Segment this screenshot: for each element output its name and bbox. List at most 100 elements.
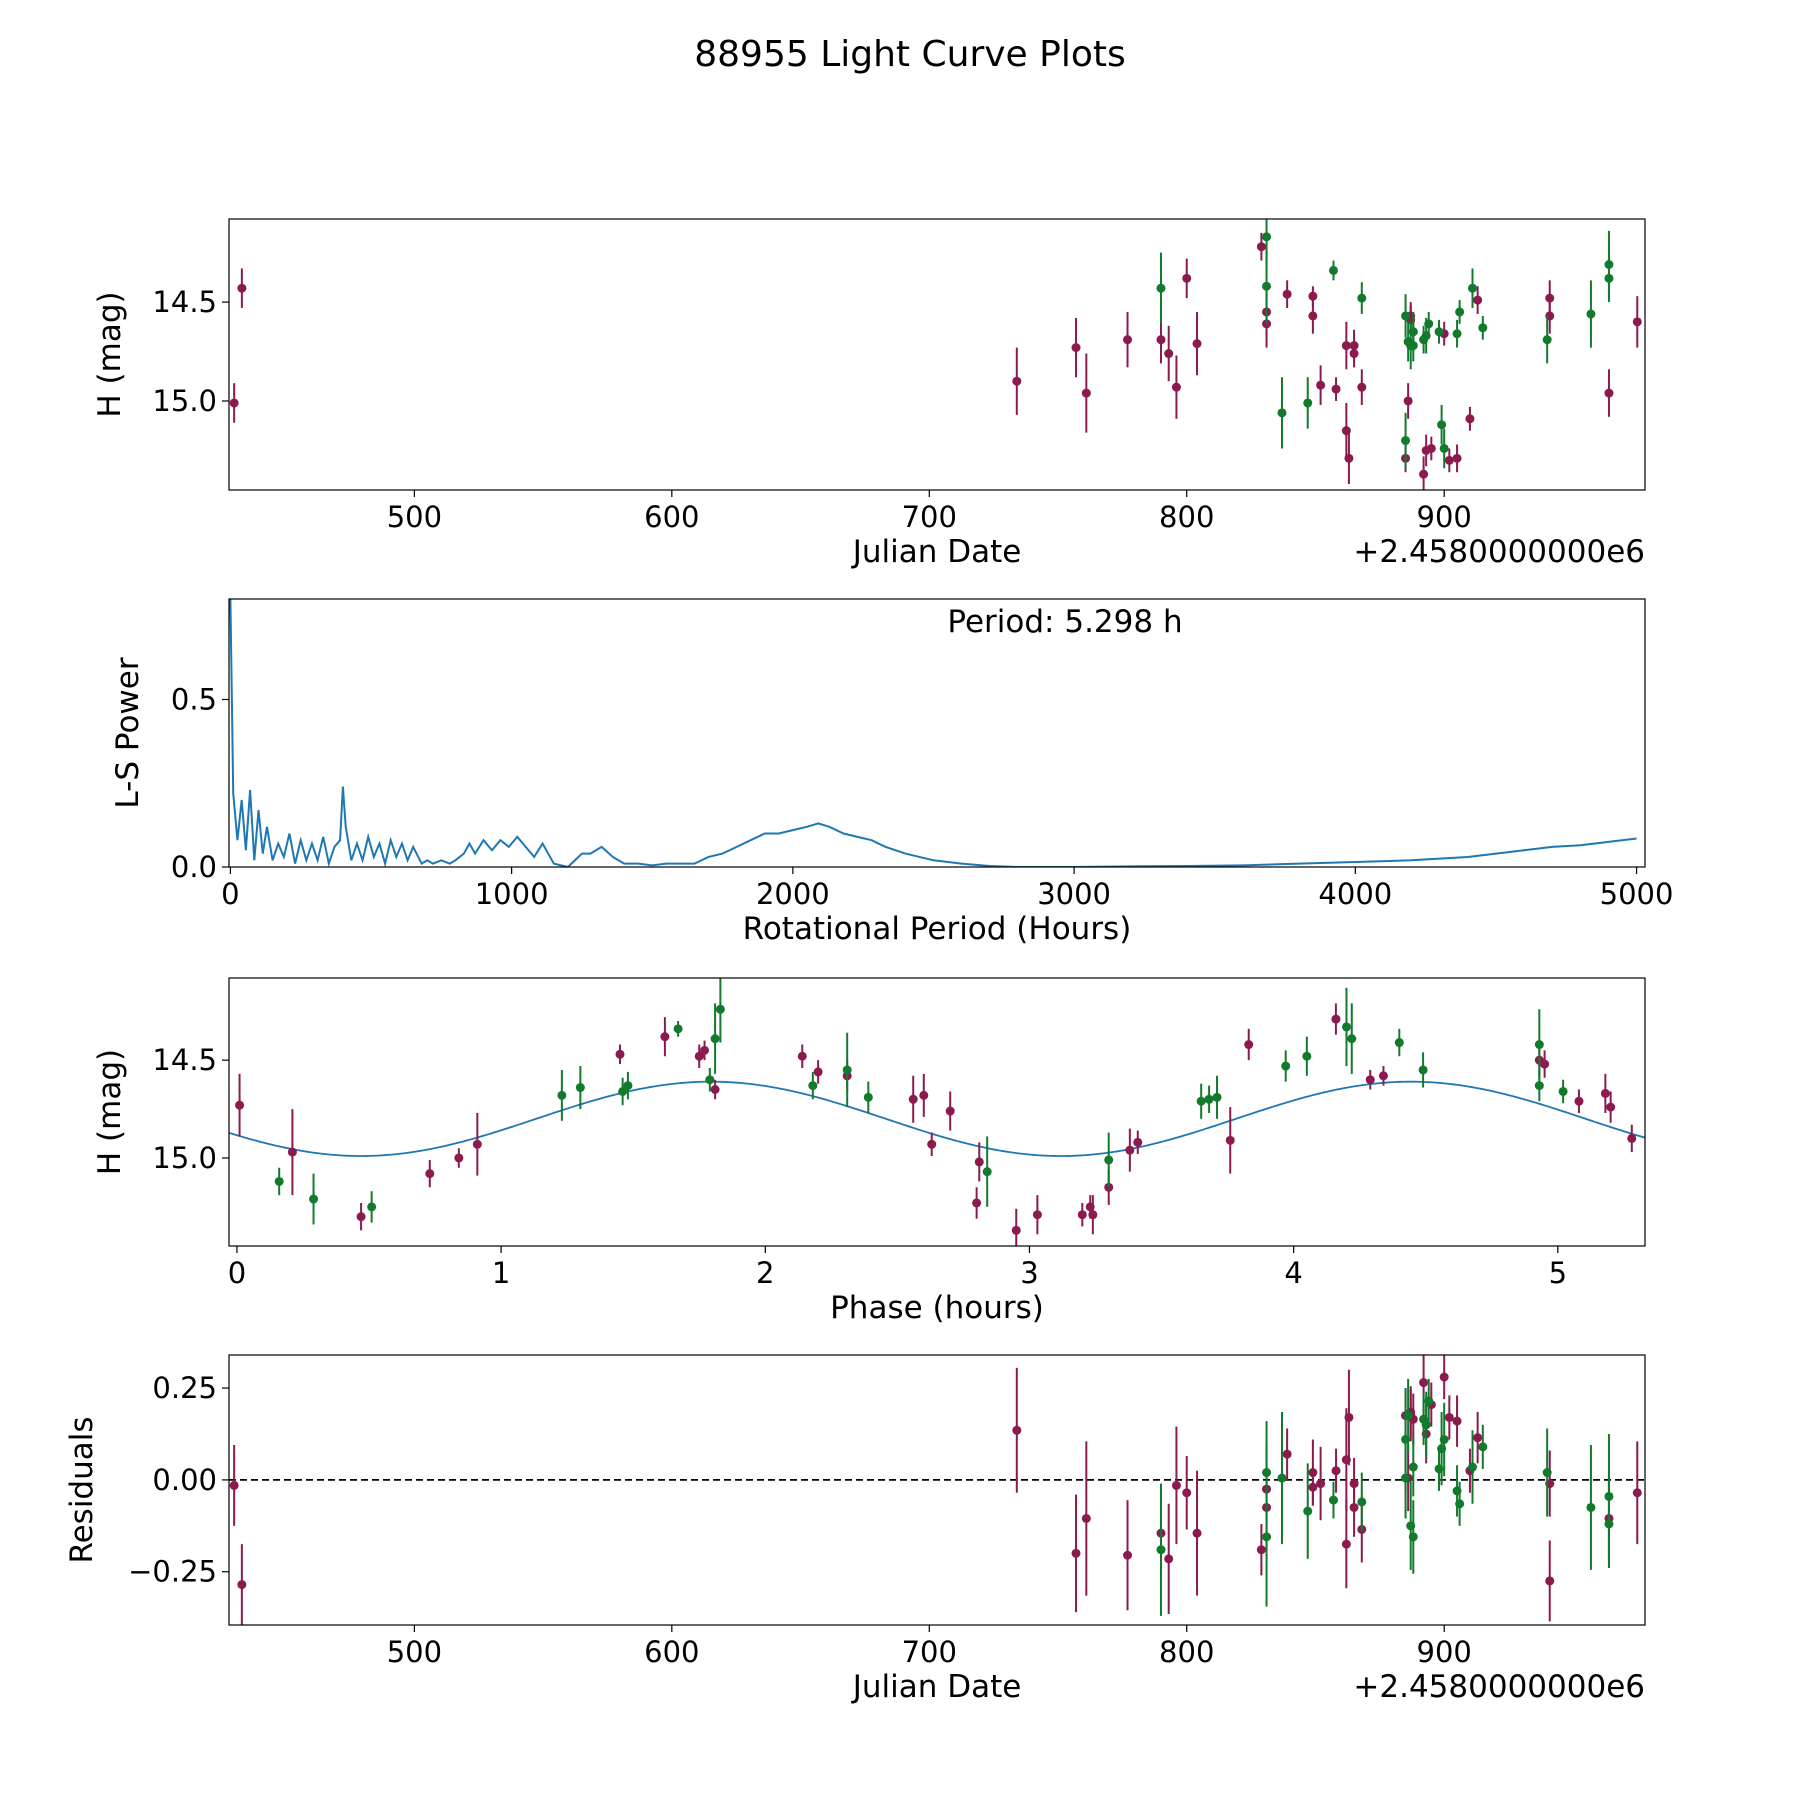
panel-lightcurve: 500 600 700 800 900 15.0 14.5 Julian Date H (mag… (92, 218, 1646, 570)
data-point-magenta (287, 1147, 297, 1157)
data-point-magenta (1349, 1502, 1359, 1512)
data-point-magenta (660, 1032, 670, 1042)
data-point-magenta (1192, 339, 1202, 349)
data-point-green (309, 1194, 319, 1204)
data-point-green (1558, 1086, 1568, 1096)
data-point-magenta (1574, 1096, 1584, 1106)
data-point-magenta (356, 1212, 366, 1222)
data-point-green (1262, 281, 1272, 291)
data-point-green (1542, 1468, 1552, 1478)
panel-phased: 0 1 2 3 4 5 15.0 14.5 Phase (hours) H (mag) (92, 977, 1646, 1326)
data-point-green (1434, 327, 1444, 337)
x-tick-label: 4000 (1318, 877, 1392, 911)
x-axis-label: Phase (hours) (830, 1290, 1044, 1326)
data-point-magenta (1164, 349, 1174, 359)
data-point-magenta (1473, 1433, 1483, 1443)
data-point-green (1468, 283, 1478, 293)
data-point-magenta (1077, 1210, 1087, 1220)
plot-area (229, 1355, 1645, 1625)
data-point-green (1452, 329, 1462, 339)
data-point-magenta (1171, 1480, 1181, 1490)
data-point-magenta (1357, 382, 1367, 392)
data-point-green (1302, 1051, 1312, 1061)
panel-periodogram: 0 1000 2000 3000 4000 5000 0.0 0.5 Rotational Pe… (110, 598, 1673, 947)
x-tick-label: 900 (1417, 1635, 1472, 1669)
y-tick-label: 14.5 (152, 1043, 217, 1077)
data-point-green (1277, 408, 1287, 418)
data-point-magenta (1012, 1425, 1022, 1435)
data-point-green (1542, 335, 1552, 345)
data-point-green (1437, 420, 1447, 430)
data-point-magenta (1545, 293, 1555, 303)
data-point-green (1604, 1519, 1614, 1529)
data-point-magenta (1452, 453, 1462, 463)
data-point-green (1212, 1092, 1222, 1102)
data-point-magenta (1540, 1059, 1550, 1069)
data-point-magenta (235, 1100, 245, 1110)
data-point-green (1401, 311, 1411, 321)
data-point-magenta (1341, 1539, 1351, 1549)
data-point-magenta (1419, 1378, 1429, 1388)
data-point-magenta (1256, 242, 1266, 252)
x-tick-label: 700 (902, 500, 957, 534)
data-point-green (673, 1024, 683, 1034)
data-point-green (710, 1034, 720, 1044)
data-point-green (1104, 1155, 1114, 1165)
data-point-green (1424, 1396, 1434, 1406)
data-point-green (1478, 1442, 1488, 1452)
data-point-green (1418, 1065, 1428, 1075)
data-point-magenta (1331, 384, 1341, 394)
data-point-magenta (1011, 1225, 1021, 1235)
data-point-green (1401, 436, 1411, 446)
model-sine-curve (229, 1080, 1645, 1157)
data-point-magenta (229, 398, 239, 408)
data-point-magenta (1632, 317, 1642, 327)
data-point-magenta (1244, 1040, 1254, 1050)
data-point-green (1408, 1462, 1418, 1472)
data-point-green (274, 1176, 284, 1186)
data-point-magenta (1444, 455, 1454, 465)
data-point-green (623, 1081, 633, 1091)
data-point-magenta (1071, 1548, 1081, 1558)
data-point-magenta (908, 1094, 918, 1104)
data-point-green (1277, 1473, 1287, 1483)
data-point-magenta (710, 1085, 720, 1095)
y-tick-label: −0.25 (128, 1555, 217, 1589)
y-tick-label: 0.25 (152, 1371, 217, 1405)
data-point-magenta (1439, 1372, 1449, 1382)
data-point-magenta (1632, 1488, 1642, 1498)
x-offset-label: +2.4580000000e6 (1353, 1669, 1645, 1705)
data-point-green (1262, 232, 1272, 242)
data-point-green (1156, 1545, 1166, 1555)
data-point-green (1478, 323, 1488, 333)
x-tick-label: 600 (644, 500, 699, 534)
data-point-green (1604, 273, 1614, 283)
x-tick-label: 0 (228, 1256, 246, 1290)
data-point-green (1403, 1411, 1413, 1421)
data-point-magenta (425, 1169, 435, 1179)
x-tick-label: 500 (387, 1635, 442, 1669)
data-point-magenta (1627, 1133, 1637, 1143)
y-tick-label: 15.0 (152, 384, 217, 418)
data-point-green (1439, 443, 1449, 453)
y-axis-label: H (mag) (92, 291, 128, 417)
x-tick-label: 0 (221, 877, 239, 911)
data-point-green (1328, 1495, 1338, 1505)
data-point-magenta (797, 1051, 807, 1061)
x-tick-label: 5 (1549, 1256, 1567, 1290)
axes-frame (228, 598, 1646, 868)
data-point-green (1401, 1473, 1411, 1483)
data-point-magenta (1419, 469, 1429, 479)
data-point-green (367, 1202, 377, 1212)
data-point-magenta (237, 1580, 247, 1590)
data-point-magenta (229, 1480, 239, 1490)
data-point-magenta (1071, 343, 1081, 353)
data-point-magenta (1182, 273, 1192, 283)
y-tick-label: 14.5 (152, 285, 217, 319)
data-point-green (1534, 1040, 1544, 1050)
x-offset-label: +2.4580000000e6 (1353, 534, 1645, 570)
data-point-magenta (1444, 1412, 1454, 1422)
data-point-magenta (1365, 1075, 1375, 1085)
